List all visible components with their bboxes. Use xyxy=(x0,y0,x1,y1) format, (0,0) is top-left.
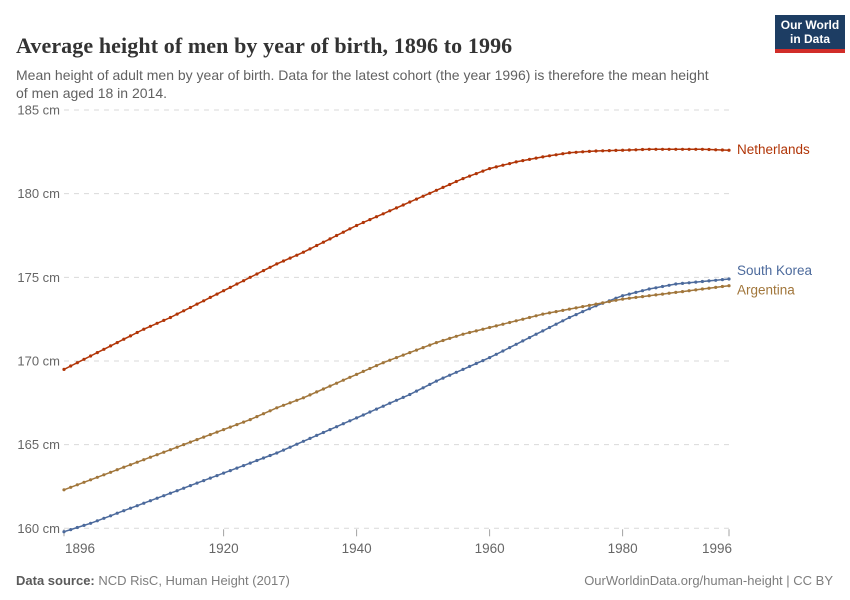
x-axis-tick-label: 1940 xyxy=(342,541,372,556)
x-axis-tick-label: 1896 xyxy=(65,541,95,556)
chart-subtitle: Mean height of adult men by year of birt… xyxy=(16,67,709,101)
owid-logo-line1: Our World xyxy=(780,18,840,32)
y-axis-tick-label: 160 cm xyxy=(17,521,60,536)
owid-logo-line2: in Data xyxy=(789,32,830,46)
y-axis-tick-label: 165 cm xyxy=(17,437,60,452)
owid-logo: Our World in Data xyxy=(775,15,845,53)
y-axis-tick-label: 185 cm xyxy=(17,103,60,118)
data-source-label: Data source: xyxy=(16,572,95,588)
page-title: Average height of men by year of birth, … xyxy=(16,32,513,58)
series-label-south-korea: South Korea xyxy=(737,263,813,278)
series-netherlands: Netherlands xyxy=(62,142,810,371)
data-source-value: NCD RisC, Human Height (2017) xyxy=(98,572,290,588)
series-line-south-korea xyxy=(63,278,730,533)
line-chart: 160 cm 165 cm 170 cm 175 cm 180 cm 185 cm 1896… xyxy=(0,95,850,565)
y-axis-tick-label: 180 cm xyxy=(17,186,60,201)
license-credit: OurWorldinData.org/human-height | CC BY xyxy=(584,572,833,588)
series-south-korea: South Korea xyxy=(62,263,813,534)
x-axis-tick-label: 1996 xyxy=(702,541,732,556)
series-label-argentina: Argentina xyxy=(737,283,795,298)
series-label-netherlands: Netherlands xyxy=(737,142,810,157)
x-axis-tick-label: 1960 xyxy=(475,541,505,556)
series-line-netherlands xyxy=(63,148,730,371)
series-line-argentina xyxy=(63,284,730,491)
chart-footer: Data source: NCD RisC, Human Height (201… xyxy=(16,570,833,590)
y-axis-tick-label: 170 cm xyxy=(17,353,60,368)
series-argentina: Argentina xyxy=(62,283,795,492)
x-axis: 1896 1920 1940 1960 1980 1996 xyxy=(63,529,732,556)
x-axis-tick-label: 1980 xyxy=(608,541,638,556)
chart-canvas: 160 cm 165 cm 170 cm 175 cm 180 cm 185 cm 1896… xyxy=(17,103,813,556)
y-gridlines: 160 cm 165 cm 170 cm 175 cm 180 cm 185 cm xyxy=(17,103,730,536)
data-source: Data source: NCD RisC, Human Height (201… xyxy=(16,573,290,588)
x-axis-tick-label: 1920 xyxy=(209,541,239,556)
y-axis-tick-label: 175 cm xyxy=(17,270,60,285)
